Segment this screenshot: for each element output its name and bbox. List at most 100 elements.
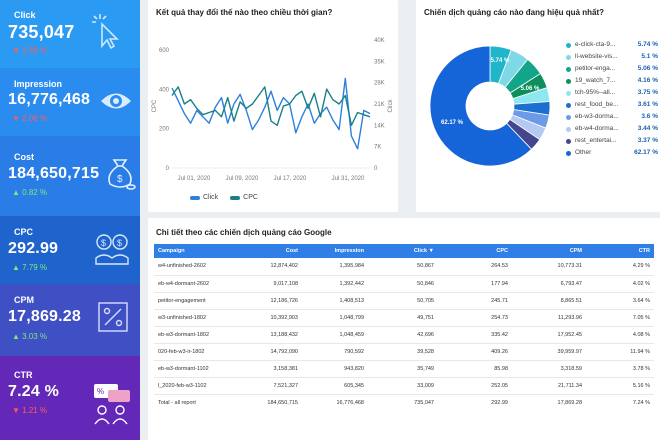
col-campaign[interactable]: Campaign bbox=[154, 244, 242, 258]
legend-pct: 5.06 % bbox=[637, 65, 658, 72]
table-row[interactable]: eb-w3-dormant-1802 13,188,432 1,048,459 42,… bbox=[154, 326, 654, 344]
table-cell: eb-w4-dormant-2602 bbox=[154, 275, 242, 293]
table-row[interactable]: petitor-engagement 12,186,726 1,408,513 50,… bbox=[154, 292, 654, 310]
legend-pct: 3.6 % bbox=[641, 113, 658, 120]
legend-name: rest_entertai... bbox=[575, 137, 617, 144]
kpi-card-impression[interactable]: Impression 16,776,468 ▼ 2.06 % bbox=[0, 68, 140, 136]
donut-legend-item[interactable]: e-click-cta-9... 5.74 % bbox=[566, 40, 658, 52]
kpi-label: Cost bbox=[14, 152, 34, 162]
x-tick-label: Jul 17, 2020 bbox=[274, 176, 307, 182]
legend-dot-icon bbox=[566, 79, 571, 84]
table-cell: 1,395,984 bbox=[302, 258, 368, 276]
campaign-table-title: Chi tiết theo các chiến dịch quảng cáo G… bbox=[156, 228, 332, 237]
table-cell: 50,705 bbox=[368, 292, 438, 310]
table-cell: 264.53 bbox=[438, 258, 512, 276]
series-line-click bbox=[171, 77, 371, 150]
kpi-change-value: 3.03 % bbox=[22, 332, 48, 341]
kpi-change: ▲ 0.82 % bbox=[12, 188, 48, 197]
table-row[interactable]: w4-unfinished-2602 12,874,402 1,395,984 50,… bbox=[154, 258, 654, 276]
table-cell: 10,773.31 bbox=[512, 258, 586, 276]
legend-label: Click bbox=[203, 194, 219, 201]
table-cell: 1,408,513 bbox=[302, 292, 368, 310]
legend-name: Other bbox=[575, 149, 592, 156]
legend-dot-icon bbox=[566, 115, 571, 120]
kpi-card-cpm[interactable]: CPM 17,869.28 ▲ 3.03 % bbox=[0, 284, 140, 356]
donut-legend-item[interactable]: 19_watch_7... 4.16 % bbox=[566, 76, 658, 88]
money-bag-icon: $ bbox=[104, 152, 136, 197]
time-series-legend: Click CPC bbox=[190, 194, 258, 201]
table-cell: 11,293.96 bbox=[512, 309, 586, 327]
table-cell: 020-feb-w3-ir-1802 bbox=[154, 343, 242, 361]
table-cell: 3,318.59 bbox=[512, 360, 586, 378]
table-cell: 33,009 bbox=[368, 377, 438, 395]
donut-legend-item[interactable]: eb-w4-dorma... 3.44 % bbox=[566, 124, 658, 136]
col-impression[interactable]: Impression bbox=[302, 244, 368, 258]
table-cell: 16,776,468 bbox=[336, 400, 364, 407]
kpi-value: 735,047 bbox=[8, 22, 75, 42]
donut-legend-item[interactable]: rest_entertai... 3.37 % bbox=[566, 136, 658, 148]
table-cell: 6,793.47 bbox=[512, 275, 586, 293]
table-header-row: Campaign Cost Impression Click ▼ CPC CPM… bbox=[154, 244, 654, 258]
donut-slice-label: 5.74 % bbox=[491, 58, 510, 64]
table-cell: 13,188,432 bbox=[242, 326, 302, 344]
donut-legend-item[interactable]: petitor-enga... 5.06 % bbox=[566, 64, 658, 76]
table-cell: 21,711.34 bbox=[512, 377, 586, 395]
col-cost[interactable]: Cost bbox=[242, 244, 302, 258]
col-click[interactable]: Click ▼ bbox=[368, 244, 438, 258]
y-right-tick-label: 0 bbox=[374, 166, 378, 172]
table-cell: eb-w3-dormant-1102 bbox=[154, 360, 242, 378]
kpi-value: 17,869.28 bbox=[8, 308, 81, 325]
table-cell: 790,592 bbox=[302, 343, 368, 361]
kpi-value: 292.99 bbox=[8, 240, 59, 257]
table-cell: 14,792,090 bbox=[242, 343, 302, 361]
campaign-share-donut: 62.17 % 5.74 % 5.06 % bbox=[429, 45, 551, 167]
table-row[interactable]: w3-unfinished-1802 10,392,903 1,048,799 49,… bbox=[154, 309, 654, 327]
legend-pct: 4.16 % bbox=[637, 77, 658, 84]
table-row[interactable]: 020-feb-w3-ir-1802 14,792,090 790,592 39,52… bbox=[154, 343, 654, 361]
table-row[interactable]: l_2020-feb-w3-1102 7,521,327 605,345 33,009… bbox=[154, 377, 654, 395]
legend-pct: 62.17 % bbox=[634, 149, 658, 156]
legend-dot-icon bbox=[566, 151, 571, 156]
table-cell: 184,650,715 bbox=[267, 400, 298, 407]
col-cpm[interactable]: CPM bbox=[512, 244, 586, 258]
donut-legend-item[interactable]: Other 62.17 % bbox=[566, 148, 658, 160]
kpi-sidebar: Click 735,047 ▼ 2.69 % Impression 16,776… bbox=[0, 0, 140, 440]
kpi-value: 184,650,715 bbox=[8, 165, 100, 182]
y-left-tick-label: 0 bbox=[166, 166, 170, 172]
table-cell: 3.78 % bbox=[586, 360, 654, 378]
kpi-change-value: 2.06 % bbox=[22, 114, 48, 123]
table-row[interactable]: eb-w3-dormant-1102 3,158,381 943,820 35,749… bbox=[154, 360, 654, 378]
kpi-change-value: 7.79 % bbox=[22, 263, 48, 272]
donut-legend-item[interactable]: ll-website-vis... 5.1 % bbox=[566, 52, 658, 64]
table-cell: Total - all report bbox=[158, 400, 196, 407]
legend-dot-icon bbox=[566, 43, 571, 48]
y-left-axis-label: CPC bbox=[152, 99, 158, 112]
legend-dot-icon bbox=[566, 91, 571, 96]
table-cell: 11.94 % bbox=[586, 343, 654, 361]
col-cpc[interactable]: CPC bbox=[438, 244, 512, 258]
eye-icon bbox=[100, 90, 132, 117]
legend-item-cpc[interactable]: CPC bbox=[230, 194, 258, 201]
y-right-tick-label: 7K bbox=[374, 145, 381, 151]
col-ctr[interactable]: CTR bbox=[586, 244, 654, 258]
svg-text:$: $ bbox=[117, 238, 122, 248]
donut-slice[interactable] bbox=[429, 45, 533, 167]
table-row[interactable]: eb-w4-dormant-2602 9,017,108 1,392,442 50,8… bbox=[154, 275, 654, 293]
table-cell: 7,521,327 bbox=[242, 377, 302, 395]
donut-legend-item[interactable]: rest_food_be... 3.61 % bbox=[566, 100, 658, 112]
donut-legend-item[interactable]: eb-w3-dorma... 3.6 % bbox=[566, 112, 658, 124]
legend-dot-icon bbox=[566, 127, 571, 132]
x-tick-label: Jul 31, 2020 bbox=[332, 176, 365, 182]
kpi-card-ctr[interactable]: CTR 7.24 % ▼ 1.21 % % bbox=[0, 356, 140, 440]
kpi-card-cpc[interactable]: CPC 292.99 ▲ 7.79 % $ $ bbox=[0, 216, 140, 284]
legend-pct: 3.37 % bbox=[637, 137, 658, 144]
time-series-title: Kết quả thay đổi thế nào theo chiều thời… bbox=[156, 8, 333, 17]
kpi-card-click[interactable]: Click 735,047 ▼ 2.69 % bbox=[0, 0, 140, 68]
legend-item-click[interactable]: Click bbox=[190, 194, 218, 201]
table-cell: 4.02 % bbox=[586, 275, 654, 293]
cpc-swatch-icon bbox=[230, 195, 241, 200]
donut-legend-item[interactable]: tch-95%--all... 3.75 % bbox=[566, 88, 658, 100]
svg-text:$: $ bbox=[117, 174, 123, 185]
campaign-share-title: Chiến dịch quảng cáo nào đang hiệu quả n… bbox=[424, 8, 605, 17]
kpi-card-cost[interactable]: Cost 184,650,715 ▲ 0.82 % $ bbox=[0, 136, 140, 216]
